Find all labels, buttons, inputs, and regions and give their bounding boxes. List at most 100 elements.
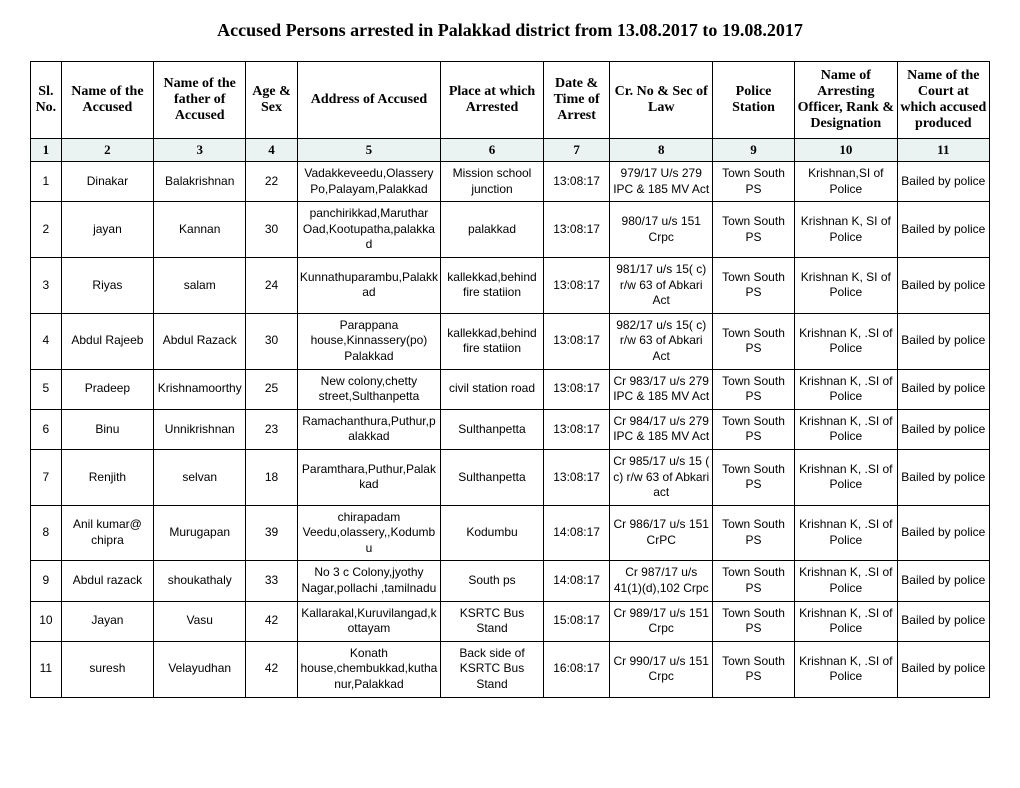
table-row: 2jayanKannan30panchirikkad,Maruthar Oad,… xyxy=(31,202,990,258)
table-cell: Cr 985/17 u/s 15 ( c) r/w 63 of Abkari a… xyxy=(610,449,713,505)
table-row: 9Abdul razackshoukathaly33No 3 c Colony,… xyxy=(31,561,990,601)
table-cell: Bailed by police xyxy=(897,449,989,505)
table-cell: 979/17 U/s 279 IPC & 185 MV Act xyxy=(610,162,713,202)
col-court: Name of the Court at which accused produ… xyxy=(897,62,989,139)
table-body: 1 2 3 4 5 6 7 8 9 10 11 1DinakarBalakris… xyxy=(31,139,990,698)
table-cell: Riyas xyxy=(61,257,153,313)
table-cell: Murugapan xyxy=(154,505,246,561)
table-cell: Town South PS xyxy=(713,505,795,561)
table-row: 3Riyassalam24Kunnathuparambu,Palakkadkal… xyxy=(31,257,990,313)
table-cell: Krishnan K, .SI of Police xyxy=(795,505,898,561)
numcell: 5 xyxy=(297,139,441,162)
table-cell: kallekkad,behind fire statiion xyxy=(441,313,544,369)
table-cell: Bailed by police xyxy=(897,409,989,449)
table-cell: Bailed by police xyxy=(897,257,989,313)
table-cell: Cr 986/17 u/s 151 CrPC xyxy=(610,505,713,561)
table-cell: 42 xyxy=(246,601,297,641)
table-cell: 24 xyxy=(246,257,297,313)
table-cell: Vasu xyxy=(154,601,246,641)
table-row: 5PradeepKrishnamoorthy25New colony,chett… xyxy=(31,369,990,409)
table-cell: 42 xyxy=(246,641,297,697)
table-row: 11sureshVelayudhan42Konath house,chembuk… xyxy=(31,641,990,697)
table-cell: Dinakar xyxy=(61,162,153,202)
table-row: 7Renjithselvan18Paramthara,Puthur,Palakk… xyxy=(31,449,990,505)
col-slno: Sl. No. xyxy=(31,62,62,139)
table-cell: 1 xyxy=(31,162,62,202)
table-cell: Sulthanpetta xyxy=(441,449,544,505)
table-cell: Krishnan K, .SI of Police xyxy=(795,369,898,409)
table-cell: Kallarakal,Kuruvilangad,kottayam xyxy=(297,601,441,641)
col-officer: Name of Arresting Officer, Rank & Design… xyxy=(795,62,898,139)
table-cell: 9 xyxy=(31,561,62,601)
table-cell: 39 xyxy=(246,505,297,561)
col-ps: Police Station xyxy=(713,62,795,139)
table-cell: Unnikrishnan xyxy=(154,409,246,449)
arrests-table: Sl. No. Name of the Accused Name of the … xyxy=(30,61,990,698)
table-cell: 982/17 u/s 15( c) r/w 63 of Abkari Act xyxy=(610,313,713,369)
col-place: Place at which Arrested xyxy=(441,62,544,139)
table-cell: Konath house,chembukkad,kuthanur,Palakka… xyxy=(297,641,441,697)
table-cell: Abdul Razack xyxy=(154,313,246,369)
table-cell: 13:08:17 xyxy=(543,162,610,202)
table-cell: Balakrishnan xyxy=(154,162,246,202)
table-cell: Cr 989/17 u/s 151 Crpc xyxy=(610,601,713,641)
table-cell: Bailed by police xyxy=(897,162,989,202)
number-row: 1 2 3 4 5 6 7 8 9 10 11 xyxy=(31,139,990,162)
table-cell: 33 xyxy=(246,561,297,601)
col-father: Name of the father of Accused xyxy=(154,62,246,139)
table-cell: No 3 c Colony,jyothy Nagar,pollachi ,tam… xyxy=(297,561,441,601)
table-cell: 6 xyxy=(31,409,62,449)
table-cell: Bailed by police xyxy=(897,601,989,641)
table-cell: 15:08:17 xyxy=(543,601,610,641)
table-cell: 980/17 u/s 151 Crpc xyxy=(610,202,713,258)
table-cell: Cr 987/17 u/s 41(1)(d),102 Crpc xyxy=(610,561,713,601)
table-cell: Mission school junction xyxy=(441,162,544,202)
numcell: 4 xyxy=(246,139,297,162)
table-cell: 13:08:17 xyxy=(543,202,610,258)
table-cell: selvan xyxy=(154,449,246,505)
table-cell: 13:08:17 xyxy=(543,409,610,449)
numcell: 1 xyxy=(31,139,62,162)
table-cell: 5 xyxy=(31,369,62,409)
table-cell: Pradeep xyxy=(61,369,153,409)
table-cell: Abdul razack xyxy=(61,561,153,601)
table-cell: Anil kumar@ chipra xyxy=(61,505,153,561)
table-cell: 13:08:17 xyxy=(543,313,610,369)
numcell: 6 xyxy=(441,139,544,162)
table-cell: 13:08:17 xyxy=(543,369,610,409)
table-cell: palakkad xyxy=(441,202,544,258)
table-cell: Krishnamoorthy xyxy=(154,369,246,409)
table-cell: Town South PS xyxy=(713,641,795,697)
table-row: 4Abdul RajeebAbdul Razack30Parappana hou… xyxy=(31,313,990,369)
table-cell: suresh xyxy=(61,641,153,697)
table-cell: Bailed by police xyxy=(897,561,989,601)
table-row: 6BinuUnnikrishnan23Ramachanthura,Puthur,… xyxy=(31,409,990,449)
table-row: 8Anil kumar@ chipraMurugapan39chirapadam… xyxy=(31,505,990,561)
table-cell: South ps xyxy=(441,561,544,601)
table-cell: KSRTC Bus Stand xyxy=(441,601,544,641)
table-cell: 14:08:17 xyxy=(543,561,610,601)
numcell: 10 xyxy=(795,139,898,162)
table-cell: New colony,chetty street,Sulthanpetta xyxy=(297,369,441,409)
table-cell: 18 xyxy=(246,449,297,505)
table-cell: Sulthanpetta xyxy=(441,409,544,449)
table-row: 10JayanVasu42Kallarakal,Kuruvilangad,kot… xyxy=(31,601,990,641)
table-cell: 16:08:17 xyxy=(543,641,610,697)
table-cell: 4 xyxy=(31,313,62,369)
table-cell: Kodumbu xyxy=(441,505,544,561)
table-cell: panchirikkad,Maruthar Oad,Kootupatha,pal… xyxy=(297,202,441,258)
table-cell: 13:08:17 xyxy=(543,257,610,313)
table-cell: Bailed by police xyxy=(897,202,989,258)
table-cell: 23 xyxy=(246,409,297,449)
table-cell: 30 xyxy=(246,313,297,369)
table-cell: 14:08:17 xyxy=(543,505,610,561)
table-cell: Paramthara,Puthur,Palakkad xyxy=(297,449,441,505)
table-cell: Bailed by police xyxy=(897,369,989,409)
numcell: 11 xyxy=(897,139,989,162)
table-cell: Krishnan K, .SI of Police xyxy=(795,641,898,697)
table-cell: Parappana house,Kinnassery(po) Palakkad xyxy=(297,313,441,369)
table-cell: Town South PS xyxy=(713,601,795,641)
table-cell: Cr 984/17 u/s 279 IPC & 185 MV Act xyxy=(610,409,713,449)
table-cell: Town South PS xyxy=(713,313,795,369)
table-cell: Town South PS xyxy=(713,409,795,449)
